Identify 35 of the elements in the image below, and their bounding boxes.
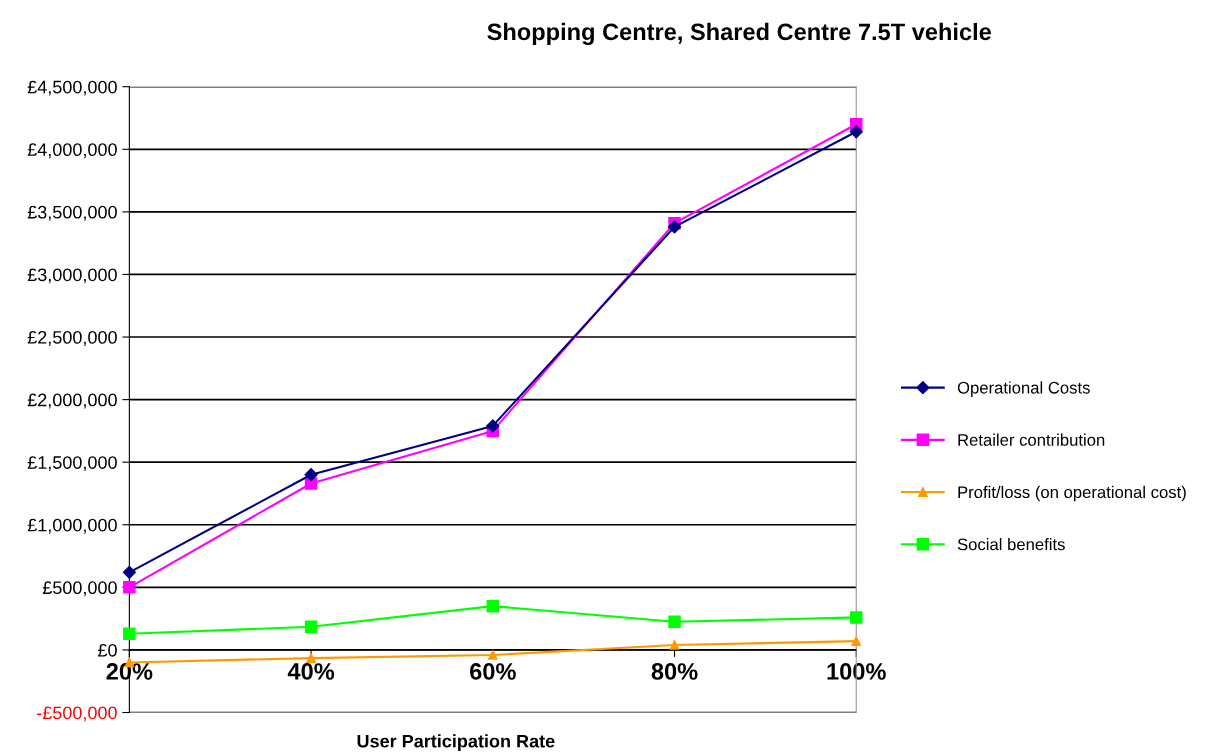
- x-tick-label: 100%: [827, 663, 886, 680]
- point: [306, 653, 316, 663]
- point: [486, 419, 500, 433]
- x-axis-title: User Participation Rate: [357, 734, 555, 752]
- legend-label: Profit/loss (on operational cost): [958, 485, 1186, 502]
- legend-label: Operational Costs: [957, 381, 1090, 397]
- point: [304, 620, 318, 634]
- y-tick-label: £1,000,000: [27, 518, 117, 534]
- point: [487, 650, 498, 660]
- y-tick-label: £4,000,000: [27, 143, 117, 159]
- point: [123, 627, 136, 640]
- y-tick-label: £3,500,000: [27, 205, 117, 221]
- point: [849, 125, 863, 139]
- y-tick-label: £500,000: [42, 581, 117, 597]
- y-tick-label: £2,000,000: [27, 393, 117, 409]
- x-tick-label: 40%: [287, 663, 335, 680]
- point: [849, 611, 863, 624]
- point: [122, 565, 136, 579]
- x-tick-label: 60%: [470, 663, 516, 680]
- y-tick-label: £3,000,000: [27, 268, 117, 284]
- x-tick-label: 80%: [651, 663, 698, 680]
- point: [486, 599, 500, 613]
- point: [667, 220, 682, 234]
- y-tick-label: £4,500,000: [27, 80, 117, 96]
- point: [851, 636, 862, 647]
- y-tick-label: £1,500,000: [27, 456, 117, 472]
- point: [668, 615, 681, 629]
- legend-label: Social benefits: [957, 538, 1065, 551]
- point: [304, 468, 318, 482]
- y-tick-label: £0: [97, 643, 117, 657]
- y-tick-label: -£500,000: [37, 706, 117, 722]
- point: [669, 640, 680, 650]
- legend-label: Retailer contribution: [958, 433, 1105, 446]
- chart-title: Shopping Centre, Shared Centre 7.5T vehicle: [487, 22, 991, 45]
- y-tick-label: £2,500,000: [27, 330, 117, 346]
